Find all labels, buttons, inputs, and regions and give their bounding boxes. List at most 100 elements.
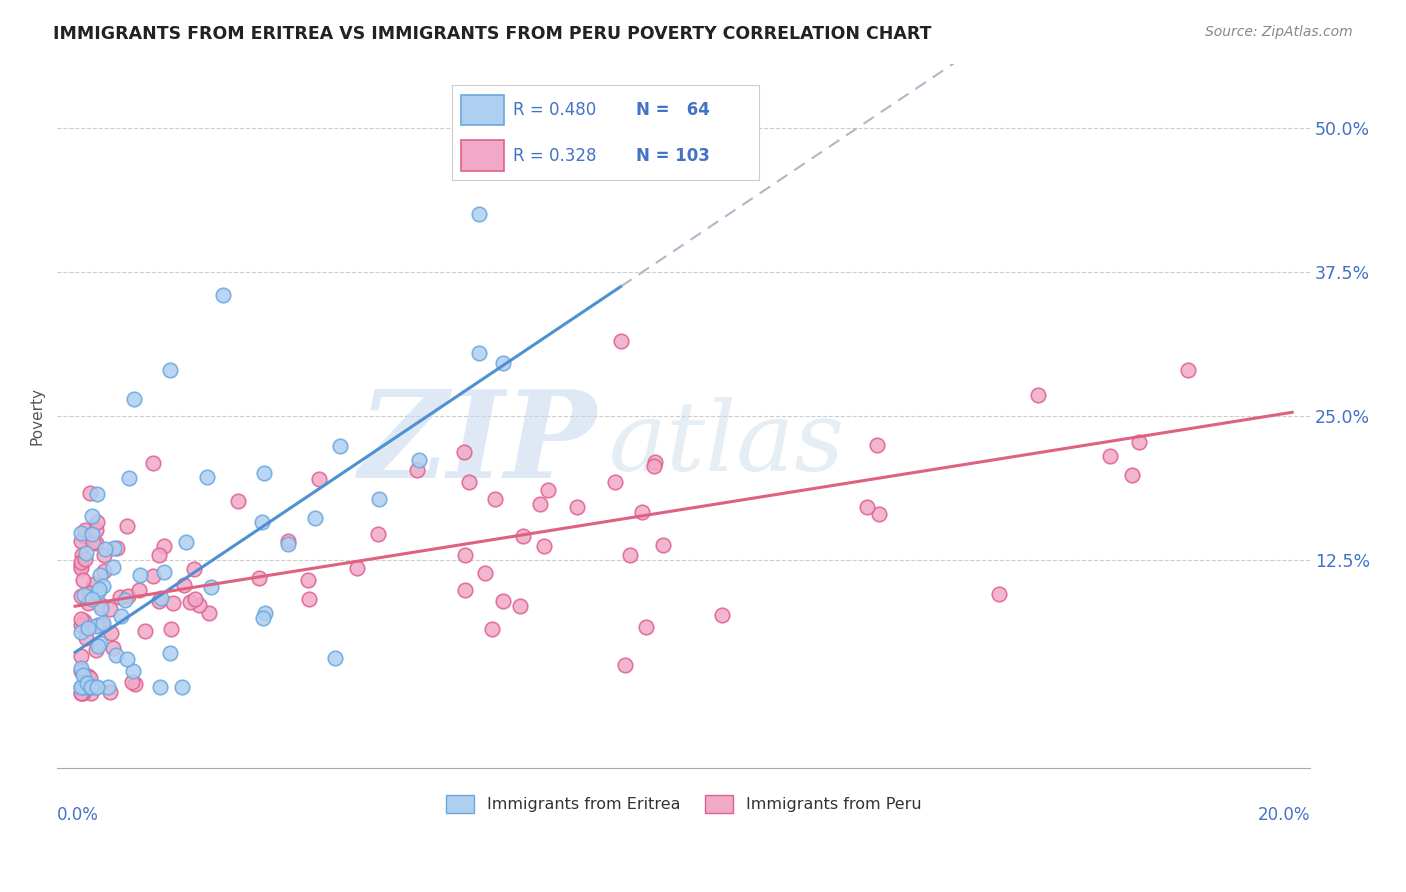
Point	[73, 614, 96, 628]
Point	[93, 579, 115, 593]
Point	[107, 541, 129, 555]
Point	[124, 676, 146, 690]
Point	[644, 455, 666, 469]
Point	[179, 595, 201, 609]
Point	[128, 582, 150, 597]
Text: 0.0%: 0.0%	[58, 806, 100, 824]
Point	[529, 497, 551, 511]
Point	[79, 671, 101, 685]
Point	[454, 582, 477, 597]
Point	[97, 680, 120, 694]
Point	[76, 596, 98, 610]
Point	[80, 591, 103, 606]
Point	[117, 590, 139, 604]
Point	[170, 680, 193, 694]
Point	[212, 287, 235, 301]
Point	[79, 486, 101, 500]
Point	[94, 541, 117, 556]
Point	[159, 363, 181, 377]
Point	[254, 606, 277, 620]
Point	[142, 456, 165, 470]
Point	[93, 548, 115, 562]
Point	[86, 680, 108, 694]
Point	[83, 577, 105, 591]
Point	[82, 508, 104, 523]
Point	[159, 646, 181, 660]
Point	[329, 439, 352, 453]
Point	[87, 639, 110, 653]
Point	[605, 475, 627, 489]
Point	[652, 538, 675, 552]
Point	[80, 686, 103, 700]
Point	[1121, 468, 1143, 483]
Point	[75, 523, 97, 537]
Point	[643, 458, 665, 473]
Point	[70, 560, 93, 574]
Text: 20.0%: 20.0%	[1257, 806, 1310, 824]
Point	[610, 334, 633, 348]
Point	[173, 578, 195, 592]
Point	[89, 636, 111, 650]
Point	[250, 515, 273, 529]
Point	[537, 483, 560, 498]
Point	[86, 642, 108, 657]
Point	[70, 680, 93, 694]
Point	[114, 593, 136, 607]
Point	[104, 648, 127, 662]
Point	[856, 500, 879, 514]
Point	[103, 541, 125, 555]
Point	[100, 626, 122, 640]
Point	[457, 475, 479, 489]
Point	[72, 680, 94, 694]
Point	[1098, 449, 1121, 463]
Point	[491, 356, 513, 370]
Point	[484, 492, 506, 507]
Point	[70, 625, 93, 640]
Point	[184, 591, 207, 606]
Point	[468, 207, 491, 221]
Point	[77, 669, 100, 683]
Point	[128, 567, 150, 582]
Point	[492, 594, 515, 608]
Point	[70, 618, 93, 632]
Point	[100, 685, 122, 699]
Point	[75, 631, 97, 645]
Point	[72, 686, 94, 700]
Point	[149, 680, 172, 694]
Point	[70, 686, 93, 700]
Point	[70, 686, 93, 700]
Point	[124, 392, 146, 406]
Point	[70, 680, 93, 694]
Point	[91, 616, 114, 631]
Point	[711, 608, 734, 623]
Point	[103, 560, 125, 574]
Point	[200, 580, 222, 594]
Point	[408, 453, 430, 467]
Text: atlas: atlas	[609, 397, 845, 491]
Point	[630, 505, 652, 519]
Point	[122, 664, 145, 678]
Point	[1026, 388, 1049, 402]
Point	[70, 649, 93, 664]
Point	[368, 491, 391, 506]
Point	[323, 650, 346, 665]
Point	[86, 584, 108, 599]
Point	[70, 660, 93, 674]
Point	[277, 533, 299, 548]
Point	[90, 601, 112, 615]
Point	[101, 640, 124, 655]
Point	[183, 562, 205, 576]
Point	[636, 620, 658, 634]
Point	[72, 529, 94, 543]
Point	[865, 438, 887, 452]
Point	[159, 622, 181, 636]
Point	[188, 599, 211, 613]
Point	[149, 591, 172, 606]
Text: ZIP: ZIP	[357, 384, 596, 503]
Point	[73, 589, 96, 603]
Point	[121, 675, 143, 690]
Point	[86, 487, 108, 501]
Point	[481, 622, 503, 636]
Point	[198, 606, 221, 620]
Point	[110, 609, 132, 624]
